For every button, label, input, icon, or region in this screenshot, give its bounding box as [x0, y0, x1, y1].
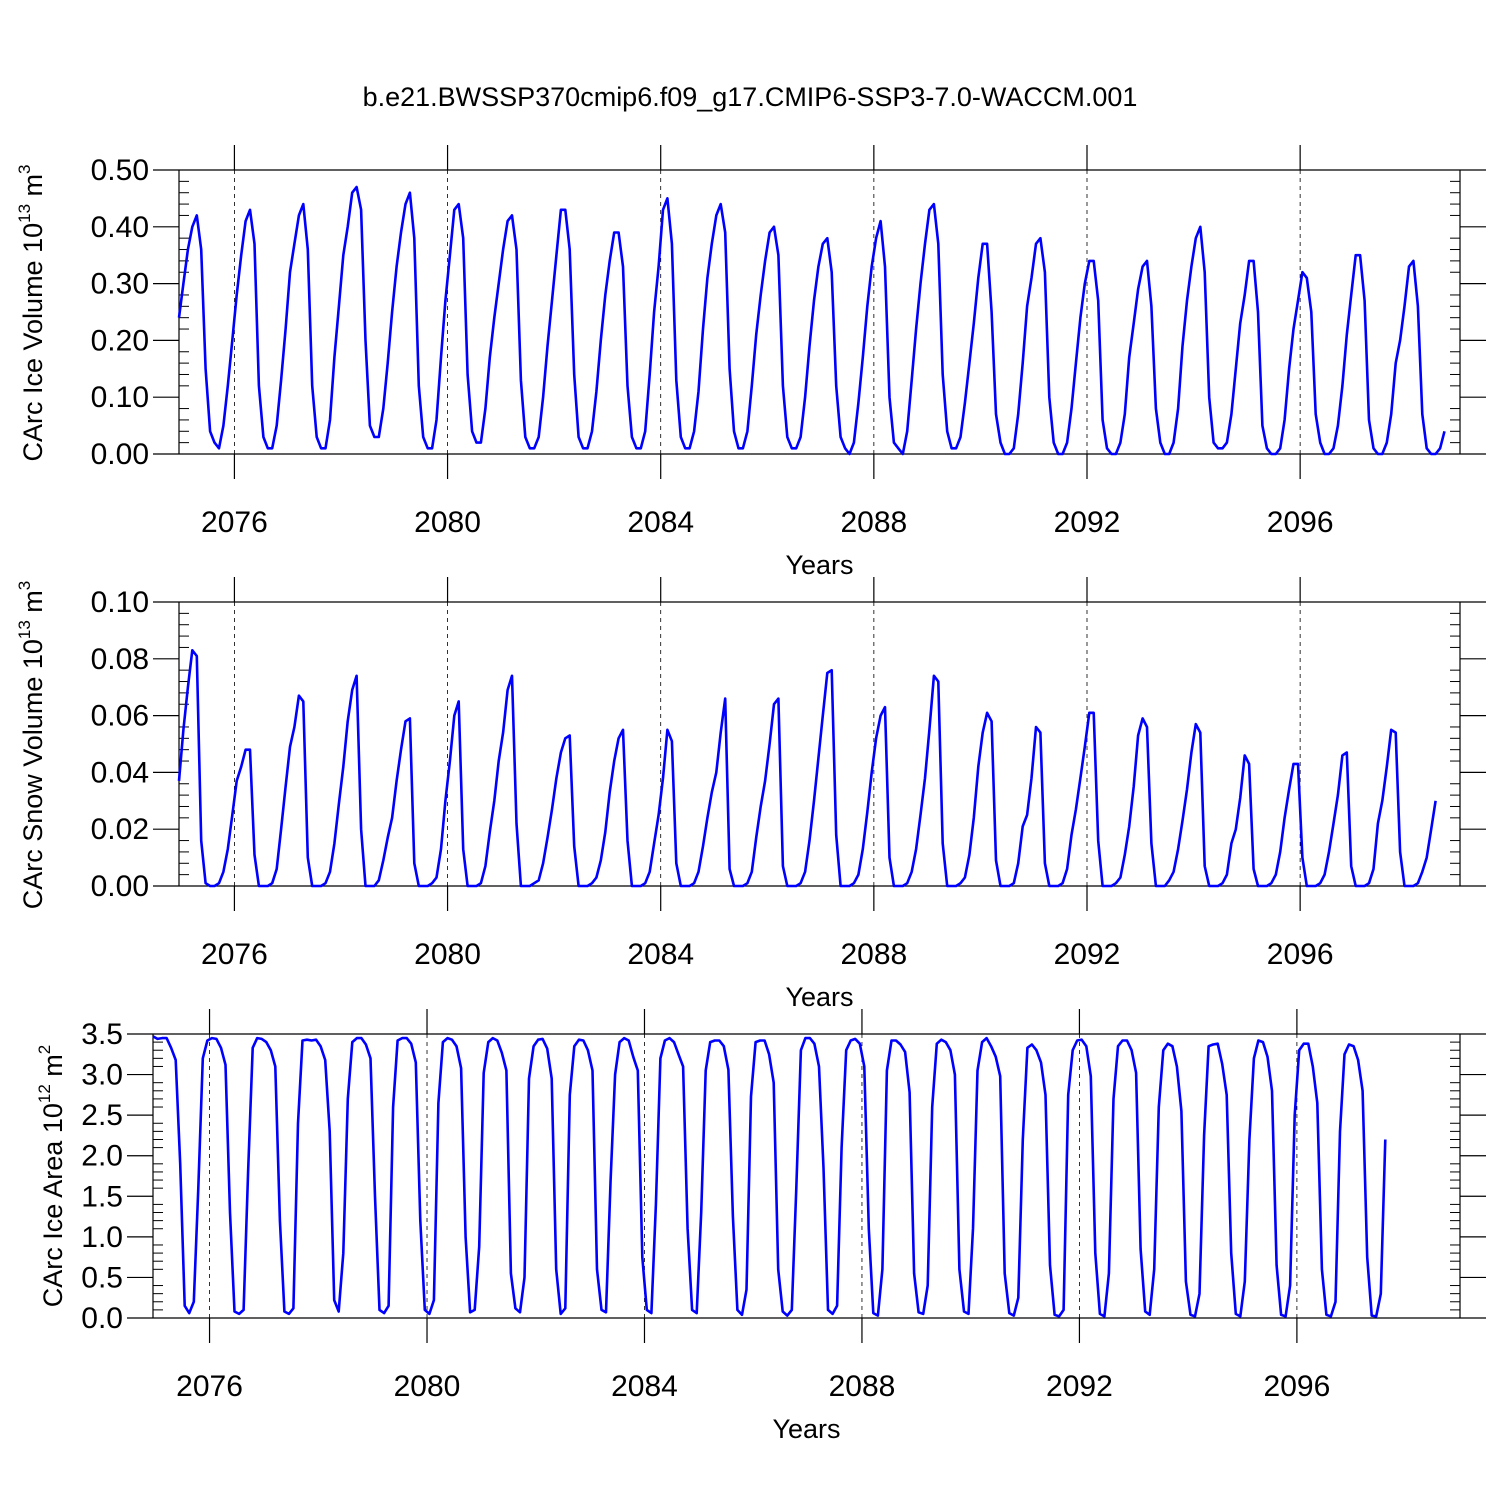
y-tick-label-0.0: 0.0	[81, 1302, 123, 1335]
y-tick-label-1.0: 1.0	[81, 1221, 123, 1254]
x-axis-title: Years	[785, 982, 853, 1012]
y-tick-label-3.5: 3.5	[81, 1018, 123, 1051]
y-tick-label-0.50: 0.50	[91, 154, 149, 187]
x-tick-label-2092: 2092	[1054, 938, 1121, 971]
y-tick-label-0.10: 0.10	[91, 586, 149, 619]
panel-1: 2076 2080 2084 2088 2092 2096 0.00 0.10 0.20 0.30…	[15, 145, 1486, 580]
x-tick-label-2096: 2096	[1267, 506, 1334, 539]
series-line	[177, 648, 1437, 888]
y-tick-label-0.06: 0.06	[91, 700, 149, 733]
x-tick-label-2080: 2080	[414, 506, 481, 539]
y-tick-label-0.00: 0.00	[91, 438, 149, 471]
x-tick-label-2096: 2096	[1264, 1370, 1331, 1403]
panel-3: 2076 2080 2084 2088 2092 2096 0.0 0.5 1.0 1.5 2.0 2…	[35, 1009, 1486, 1444]
y-tick-label-0.08: 0.08	[91, 643, 149, 676]
y-tick-label-0.30: 0.30	[91, 268, 149, 301]
chart-title: b.e21.BWSSP370cmip6.f09_g17.CMIP6-SSP3-7…	[363, 82, 1138, 112]
x-axis-title: Years	[772, 1414, 840, 1444]
x-tick-label-2076: 2076	[201, 506, 268, 539]
y-tick-label-2.0: 2.0	[81, 1140, 123, 1173]
x-tick-label-2088: 2088	[840, 938, 907, 971]
panels: 2076 2080 2084 2088 2092 2096 0.00 0.10 0.20 0.30…	[15, 145, 1486, 1444]
y-tick-label-0.00: 0.00	[91, 870, 149, 903]
x-tick-label-2092: 2092	[1046, 1370, 1113, 1403]
x-tick-label-2092: 2092	[1054, 506, 1121, 539]
y-tick-label-0.10: 0.10	[91, 381, 149, 414]
y-axis-title: CArc Ice Area 1012 m2	[35, 1045, 68, 1308]
x-axis-title: Years	[785, 550, 853, 580]
x-tick-label-2084: 2084	[611, 1370, 678, 1403]
y-tick-label-0.5: 0.5	[81, 1261, 123, 1294]
y-tick-label-0.20: 0.20	[91, 324, 149, 357]
y-axis-title: CArc Ice Volume 1013 m3	[15, 164, 48, 461]
series-line	[152, 1035, 1387, 1318]
x-tick-label-2084: 2084	[627, 506, 694, 539]
y-tick-label-1.5: 1.5	[81, 1180, 123, 1213]
x-tick-label-2084: 2084	[627, 938, 694, 971]
y-tick-label-3.0: 3.0	[81, 1059, 123, 1092]
x-tick-label-2076: 2076	[201, 938, 268, 971]
x-tick-label-2080: 2080	[394, 1370, 461, 1403]
y-tick-label-2.5: 2.5	[81, 1099, 123, 1132]
x-tick-label-2088: 2088	[829, 1370, 896, 1403]
x-tick-label-2080: 2080	[414, 938, 481, 971]
panel-2: 2076 2080 2084 2088 2092 2096 0.00 0.02 0.04 0.06…	[15, 577, 1486, 1012]
series-line	[177, 185, 1446, 456]
y-tick-label-0.04: 0.04	[91, 756, 149, 789]
x-tick-label-2088: 2088	[840, 506, 907, 539]
y-axis-title: CArc Snow Volume 1013 m3	[15, 581, 48, 910]
x-tick-label-2096: 2096	[1267, 938, 1334, 971]
x-tick-label-2076: 2076	[176, 1370, 243, 1403]
y-tick-label-0.40: 0.40	[91, 211, 149, 244]
y-tick-label-0.02: 0.02	[91, 813, 149, 846]
